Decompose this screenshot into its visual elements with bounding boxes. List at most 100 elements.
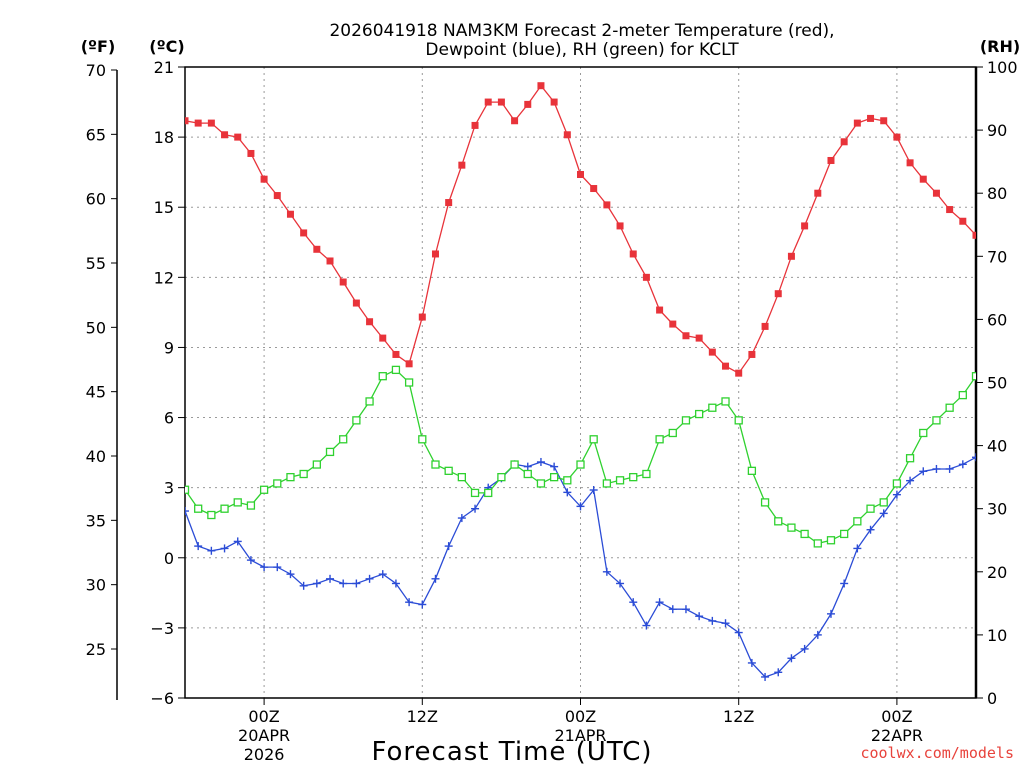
dewpoint-point xyxy=(312,579,321,588)
dewpoint-point xyxy=(906,476,915,485)
temp-point xyxy=(761,322,769,330)
temp-point xyxy=(260,175,268,183)
temp-point xyxy=(840,138,848,146)
dewpoint-point xyxy=(273,563,282,572)
unit-label-celsius: (ºC) xyxy=(149,37,184,56)
y-tick-label-f: 60 xyxy=(86,190,106,209)
dewpoint-point xyxy=(207,546,216,555)
series-line xyxy=(185,369,976,545)
y-tick-label-f: 40 xyxy=(86,447,106,466)
rh-point xyxy=(286,472,295,482)
y-tick-label-rh: 20 xyxy=(987,563,1007,582)
dewpoint-point xyxy=(747,658,756,667)
series-line xyxy=(185,456,976,678)
dewpoint-point xyxy=(536,457,545,466)
rh-point xyxy=(589,435,598,444)
dewpoint-point xyxy=(431,574,440,583)
rh-point xyxy=(563,476,572,485)
temp-point xyxy=(959,217,967,225)
temp-point xyxy=(774,290,782,298)
dewpoint-point xyxy=(945,464,954,473)
y-tick-label-f: 25 xyxy=(86,640,106,659)
dewpoint-point xyxy=(642,621,651,630)
temp-point xyxy=(221,131,229,139)
rh-point xyxy=(708,403,717,412)
dewpoint-point xyxy=(286,570,295,579)
temp-point xyxy=(708,348,716,356)
rh-point xyxy=(971,372,976,381)
rh-point xyxy=(681,416,691,425)
y-tick-label-c: 21 xyxy=(154,58,174,77)
y-tick-label-rh: 0 xyxy=(987,689,997,708)
y-tick-label-f: 50 xyxy=(86,318,106,337)
dewpoint-point xyxy=(589,486,598,495)
dewpoint-point xyxy=(194,542,203,551)
temp-point xyxy=(893,133,901,141)
dewpoint-point xyxy=(840,579,849,588)
temp-point xyxy=(735,369,743,377)
temp-point xyxy=(577,171,584,179)
dewpoint-point xyxy=(576,502,585,511)
x-tick-label: 12Z xyxy=(723,707,754,726)
temp-point xyxy=(379,334,387,342)
dewpoint-point xyxy=(405,598,414,607)
y-tick-label-c: 0 xyxy=(164,549,174,568)
dewpoint-point xyxy=(958,460,967,469)
rh-point xyxy=(484,488,493,498)
y-tick-label-f: 45 xyxy=(86,383,106,402)
dewpoint-point xyxy=(246,556,255,565)
rh-point xyxy=(312,460,321,469)
dewpoint-point xyxy=(365,574,374,583)
temp-point xyxy=(445,199,453,207)
temp-point xyxy=(695,334,703,342)
rh-point xyxy=(919,428,928,438)
temp-point xyxy=(537,82,545,90)
gridlines xyxy=(185,67,976,698)
rh-point xyxy=(866,504,875,513)
temp-point xyxy=(511,117,519,125)
dewpoint-point xyxy=(326,574,335,583)
dewpoint-point xyxy=(233,537,242,546)
y-tick-label-c: 12 xyxy=(154,268,174,287)
dewpoint-point xyxy=(813,630,822,639)
rh-point xyxy=(826,536,836,545)
temp-point xyxy=(867,114,875,122)
rh-point xyxy=(760,498,770,507)
dewpoint-point xyxy=(655,598,664,607)
rh-point xyxy=(774,517,783,526)
temp-point xyxy=(550,98,558,106)
x-tick-label: 00Z xyxy=(248,707,279,726)
dewpoint-point xyxy=(563,488,572,497)
y-tick-label-f: 30 xyxy=(86,576,106,595)
x-tick-label: 12Z xyxy=(407,707,438,726)
temp-point xyxy=(906,159,914,167)
series-1 xyxy=(185,453,976,681)
rh-point xyxy=(510,460,519,469)
temp-point xyxy=(590,185,598,193)
dewpoint-point xyxy=(668,605,677,614)
temp-point xyxy=(194,119,202,127)
rh-point xyxy=(853,517,862,526)
rh-point xyxy=(365,397,374,406)
dewpoint-point xyxy=(471,504,480,513)
dewpoint-point xyxy=(826,609,835,618)
rh-point xyxy=(734,416,743,425)
y-tick-label-c: 15 xyxy=(154,198,174,217)
y-tick-label-rh: 80 xyxy=(987,184,1007,203)
temp-point xyxy=(405,360,413,368)
temp-point xyxy=(524,100,532,108)
dewpoint-point xyxy=(444,542,453,551)
temp-point xyxy=(563,131,571,139)
rh-point xyxy=(695,409,704,419)
y-tick-label-c: 9 xyxy=(164,338,174,357)
rh-point xyxy=(747,466,757,475)
dewpoint-point xyxy=(879,509,888,518)
dewpoint-point xyxy=(708,616,717,625)
rh-point xyxy=(655,435,664,444)
temp-point xyxy=(471,121,479,129)
series-layer xyxy=(185,82,976,681)
y-tick-label-rh: 60 xyxy=(987,310,1007,329)
rh-point xyxy=(259,485,269,494)
rh-point xyxy=(233,498,242,507)
